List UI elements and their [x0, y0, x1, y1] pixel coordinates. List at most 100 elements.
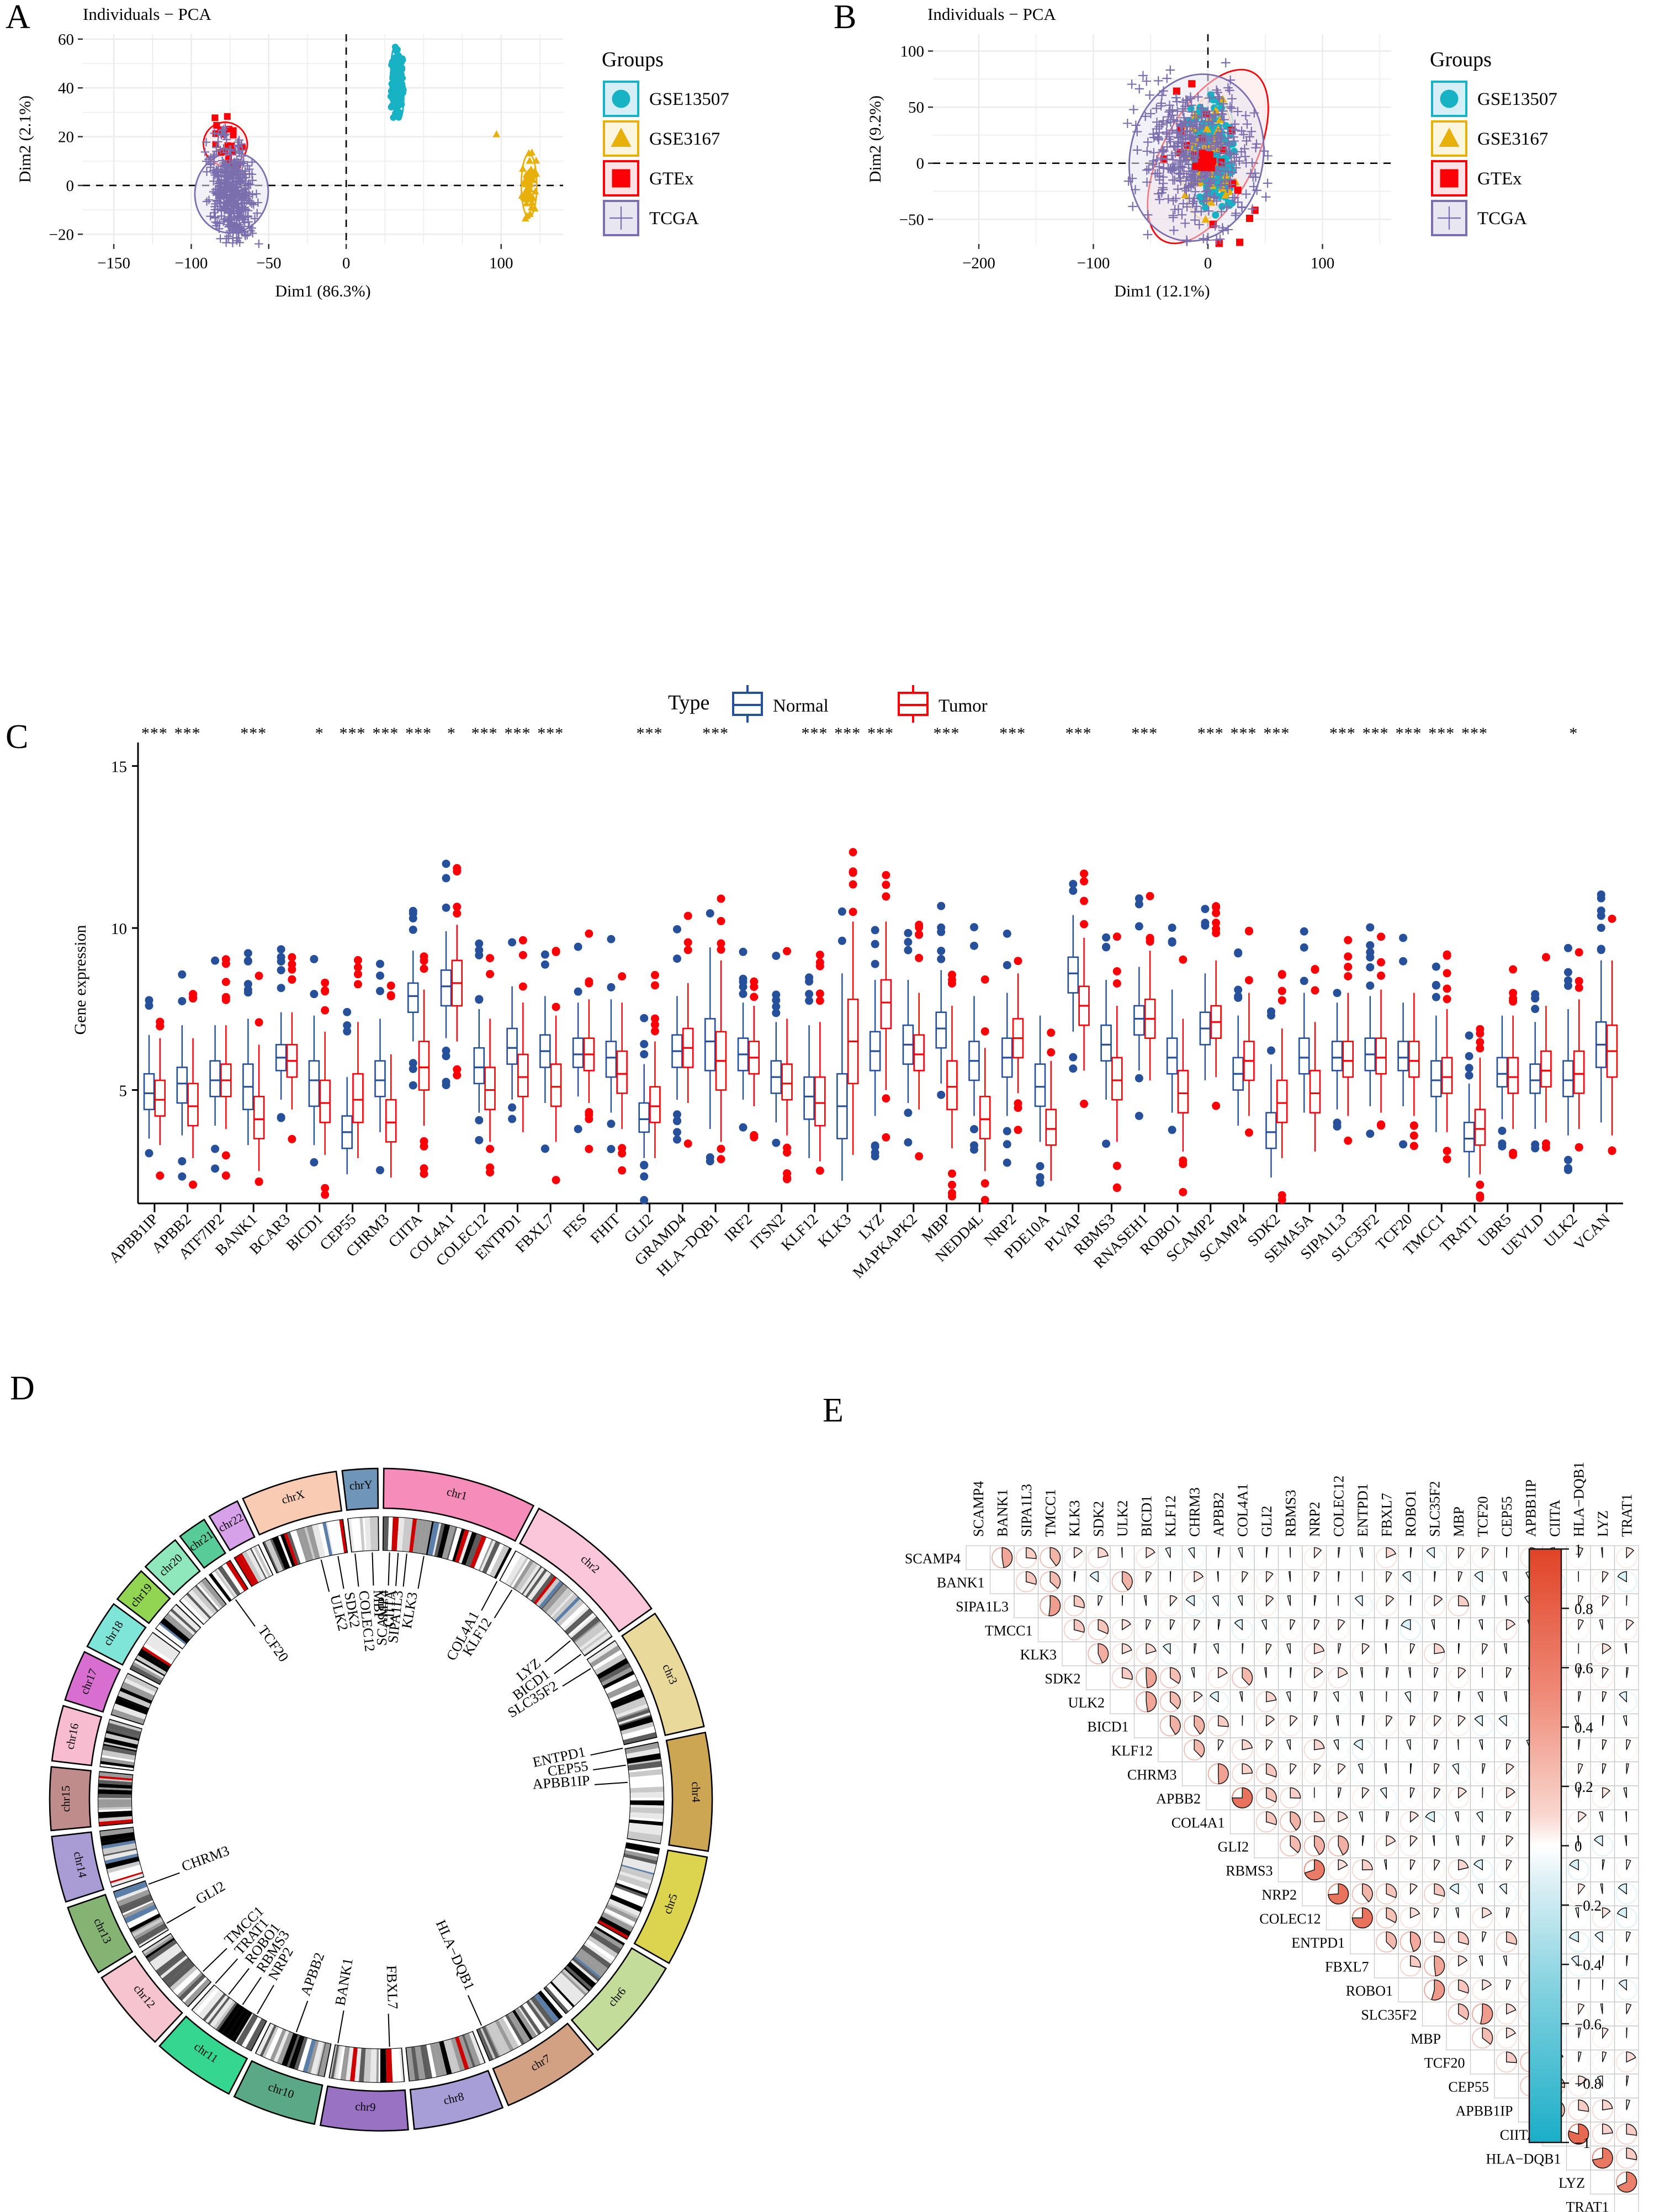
svg-text:***: ***	[1363, 724, 1389, 742]
panel-c: C Type Normal Tumor 5 10 15 Gene expression APB…	[0, 685, 1654, 1369]
svg-text:TCGA: TCGA	[1477, 209, 1527, 229]
panel-e: E SCAMP4 BANK1 SIPA1L3 TMCC1 KLK3 SDK2 ULK2 BIC…	[817, 1364, 1654, 2212]
svg-text:−20: −20	[49, 226, 74, 243]
svg-text:***: ***	[340, 724, 366, 742]
svg-text:GTEx: GTEx	[649, 169, 694, 189]
svg-text:CEP55: CEP55	[1448, 2079, 1489, 2095]
svg-text:15: 15	[111, 758, 127, 776]
svg-text:COLEC12: COLEC12	[1259, 1911, 1321, 1927]
svg-text:100: 100	[900, 43, 925, 60]
panel-c-letter: C	[6, 718, 29, 756]
svg-text:CIITA: CIITA	[380, 1589, 399, 1627]
panel-c-plot: Type Normal Tumor 5 10 15 Gene expression APBB1…	[71, 685, 1623, 1282]
svg-text:BICD1: BICD1	[283, 1211, 327, 1254]
svg-text:Dim1 (12.1%): Dim1 (12.1%)	[1114, 282, 1210, 300]
svg-text:GTEx: GTEx	[1477, 169, 1522, 189]
panel-e-corrplot: SCAMP4 BANK1 SIPA1L3 TMCC1 KLK3 SDK2 ULK2 BICD1…	[905, 1462, 1639, 2212]
svg-text:−150: −150	[97, 254, 130, 272]
svg-text:100: 100	[489, 254, 513, 272]
svg-text:KLF12: KLF12	[1111, 1743, 1153, 1759]
panel-b-plot: −200 −100 0 100 −50 0 50 100 Dim1 (12.1%) Dim2 (9…	[866, 34, 1557, 300]
svg-text:***: ***	[1131, 724, 1158, 742]
svg-text:KLF12: KLF12	[778, 1211, 821, 1254]
svg-text:0: 0	[1204, 254, 1212, 272]
svg-text:***: ***	[141, 724, 168, 742]
svg-text:SDK2: SDK2	[1090, 1501, 1106, 1537]
svg-text:COL4A1: COL4A1	[1234, 1483, 1250, 1537]
svg-text:*: *	[447, 724, 456, 742]
svg-text:chr15: chr15	[59, 1785, 72, 1812]
svg-text:chr4: chr4	[689, 1781, 703, 1802]
svg-text:***: ***	[702, 724, 729, 742]
svg-text:TMCC1: TMCC1	[985, 1622, 1033, 1638]
svg-text:TCF20: TCF20	[255, 1622, 292, 1665]
svg-text:APBB2: APBB2	[1156, 1791, 1201, 1807]
svg-text:***: ***	[999, 724, 1026, 742]
svg-text:APBB1IP: APBB1IP	[106, 1211, 162, 1266]
svg-text:***: ***	[537, 724, 564, 742]
svg-text:***: ***	[405, 724, 432, 742]
svg-text:SCAMP4: SCAMP4	[905, 1551, 961, 1567]
svg-text:GSE13507: GSE13507	[1477, 89, 1557, 109]
svg-text:KLK3: KLK3	[815, 1211, 855, 1251]
svg-text:***: ***	[240, 724, 267, 742]
svg-text:0.2: 0.2	[1575, 1779, 1593, 1795]
panel-d: D chr1 chr2 chr3 chr4 chr5 chr6 chr7 chr8 chr9 ch…	[0, 1364, 817, 2212]
svg-text:ROBO1: ROBO1	[1346, 1983, 1393, 1999]
svg-text:*: *	[315, 724, 324, 742]
svg-text:NRP2: NRP2	[1307, 1502, 1323, 1537]
svg-text:APBB1IP: APBB1IP	[1455, 2103, 1513, 2119]
svg-text:50: 50	[908, 99, 924, 116]
svg-text:***: ***	[471, 724, 498, 742]
svg-text:FBXL7: FBXL7	[1325, 1959, 1369, 1975]
svg-text:chr9: chr9	[355, 2099, 376, 2114]
svg-text:VCAN: VCAN	[1571, 1211, 1614, 1254]
svg-text:GLI2: GLI2	[1218, 1839, 1249, 1855]
svg-text:RBMS3: RBMS3	[1282, 1490, 1298, 1537]
svg-text:1: 1	[1575, 1541, 1582, 1558]
svg-text:0.4: 0.4	[1575, 1720, 1593, 1736]
svg-text:−200: −200	[962, 254, 995, 272]
svg-text:***: ***	[1428, 724, 1455, 742]
svg-text:HLA−DQB1: HLA−DQB1	[1486, 2151, 1561, 2167]
svg-text:TCF20: TCF20	[1475, 1496, 1491, 1537]
svg-text:HLA−DQB1: HLA−DQB1	[1571, 1462, 1587, 1537]
svg-text:−0.6: −0.6	[1575, 2016, 1602, 2033]
svg-text:COLEC12: COLEC12	[1330, 1476, 1346, 1537]
svg-text:***: ***	[1231, 724, 1257, 742]
panel-e-letter: E	[823, 1392, 844, 1429]
panel-b-letter: B	[834, 0, 857, 36]
svg-text:CHRM3: CHRM3	[179, 1843, 231, 1875]
svg-text:ENTPD1: ENTPD1	[1355, 1483, 1371, 1537]
svg-text:−50: −50	[899, 211, 924, 229]
panel-b: B Individuals − PCA −200 −100 0 100 −50 0 50 10…	[817, 0, 1654, 300]
svg-text:FES: FES	[560, 1211, 591, 1242]
svg-text:LYZ: LYZ	[1595, 1510, 1611, 1537]
panel-a: A Individuals − PCA −150 −100 −50 0 100 −20 0 2…	[0, 0, 817, 300]
svg-text:***: ***	[1395, 724, 1422, 742]
svg-text:GLI2: GLI2	[193, 1878, 227, 1907]
svg-text:ROBO1: ROBO1	[1403, 1490, 1419, 1537]
svg-text:0: 0	[1575, 1838, 1582, 1855]
svg-text:***: ***	[934, 724, 960, 742]
svg-text:TCGA: TCGA	[649, 209, 699, 229]
svg-text:100: 100	[1311, 254, 1335, 272]
svg-text:Dim1 (86.3%): Dim1 (86.3%)	[275, 282, 370, 300]
svg-text:CHRM3: CHRM3	[1186, 1487, 1202, 1537]
svg-text:−100: −100	[175, 254, 208, 272]
svg-text:Tumor: Tumor	[939, 696, 988, 716]
svg-text:Dim2 (2.1%): Dim2 (2.1%)	[16, 96, 34, 183]
svg-text:ULK2: ULK2	[1068, 1695, 1105, 1711]
svg-text:TRAT1: TRAT1	[1566, 2199, 1609, 2212]
svg-text:0.8: 0.8	[1575, 1601, 1593, 1617]
svg-text:GSE3167: GSE3167	[1477, 129, 1548, 149]
svg-text:Gene expression: Gene expression	[71, 925, 89, 1035]
svg-text:CEP55: CEP55	[1499, 1496, 1515, 1537]
svg-text:MBP: MBP	[370, 1589, 388, 1620]
svg-text:COL4A1: COL4A1	[1171, 1815, 1225, 1831]
svg-text:***: ***	[174, 724, 201, 742]
svg-text:***: ***	[1065, 724, 1092, 742]
svg-text:MBP: MBP	[1411, 2031, 1441, 2047]
svg-text:BICD1: BICD1	[1138, 1495, 1154, 1537]
panel-a-title: Individuals − PCA	[83, 4, 211, 24]
